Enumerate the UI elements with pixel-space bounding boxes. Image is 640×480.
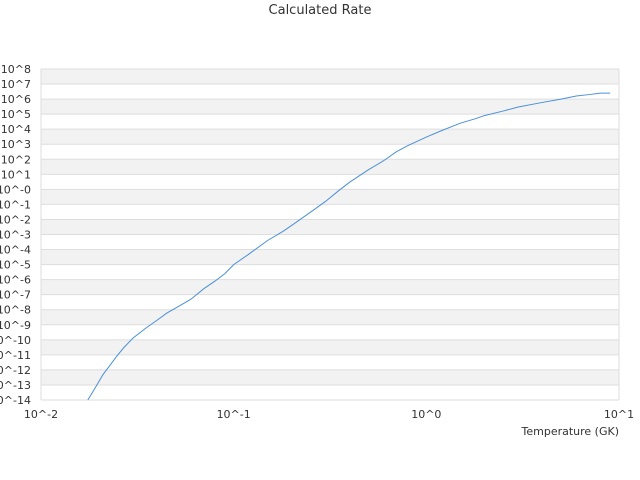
grid-band xyxy=(41,84,619,100)
y-tick-label: 10^8 xyxy=(1,63,31,76)
y-tick-label: 10^-12 xyxy=(0,364,31,377)
grid-band xyxy=(41,234,619,250)
y-tick-label: 10^-4 xyxy=(0,244,31,257)
grid-band xyxy=(41,294,619,310)
y-tick-label: 10^-0 xyxy=(0,183,31,196)
chart-title: Calculated Rate xyxy=(268,3,372,18)
grid-band xyxy=(41,174,619,190)
x-axis-ticks: 10^-2 10^-1 10^0 10^1 xyxy=(24,408,634,421)
x-axis-label: Temperature (GK) xyxy=(521,425,620,438)
y-tick-label: 10^-1 xyxy=(0,198,31,211)
y-tick-label: 10^-7 xyxy=(0,289,31,302)
grid-band xyxy=(41,159,619,175)
y-tick-label: 10^2 xyxy=(1,153,31,166)
y-tick-label: 10^6 xyxy=(1,93,31,106)
grid-bands xyxy=(40,68,620,401)
series-line xyxy=(87,92,611,401)
y-tick-label: 10^-10 xyxy=(0,334,31,347)
grid-band xyxy=(41,279,619,295)
y-tick-label: 10^4 xyxy=(1,123,31,136)
grid-band xyxy=(41,369,619,385)
y-tick-label: 10^1 xyxy=(1,168,31,181)
y-tick-label: 10^-6 xyxy=(0,274,31,287)
grid-band xyxy=(41,354,619,370)
y-tick-label: 10^5 xyxy=(1,108,31,121)
series-layer xyxy=(87,92,611,401)
y-tick-label: 10^-11 xyxy=(0,349,31,362)
grid-band xyxy=(41,324,619,340)
x-tick-label: 10^-1 xyxy=(217,408,251,421)
y-tick-label: 10^-8 xyxy=(0,304,31,317)
grid-band xyxy=(41,129,619,145)
y-tick-label: 10^-13 xyxy=(0,379,31,392)
grid-band xyxy=(41,204,619,220)
grid-band xyxy=(41,144,619,160)
x-tick-label: 10^-2 xyxy=(24,408,58,421)
grid-band xyxy=(41,309,619,325)
grid-band xyxy=(41,99,619,115)
y-tick-label: 10^-5 xyxy=(0,259,31,272)
grid-band xyxy=(41,249,619,265)
grid-band xyxy=(41,189,619,205)
grid-band xyxy=(41,69,619,85)
grid-band xyxy=(41,339,619,355)
y-tick-label: 10^-9 xyxy=(0,319,31,332)
x-tick-label: 10^0 xyxy=(411,408,441,421)
x-tick-label: 10^1 xyxy=(604,408,634,421)
grid-band xyxy=(41,264,619,280)
y-tick-label: 10^7 xyxy=(1,78,31,91)
grid-band xyxy=(41,219,619,235)
y-tick-label: 10^3 xyxy=(1,138,31,151)
grid-band xyxy=(41,384,619,400)
y-tick-label: 10^-3 xyxy=(0,229,31,242)
y-axis-ticks: 10^-14 10^-13 10^-12 10^-11 10^-10 10^-9 10^-8… xyxy=(0,63,31,407)
y-tick-label: 10^-2 xyxy=(0,213,31,226)
y-tick-label: 10^-14 xyxy=(0,394,31,407)
grid-band xyxy=(41,114,619,130)
